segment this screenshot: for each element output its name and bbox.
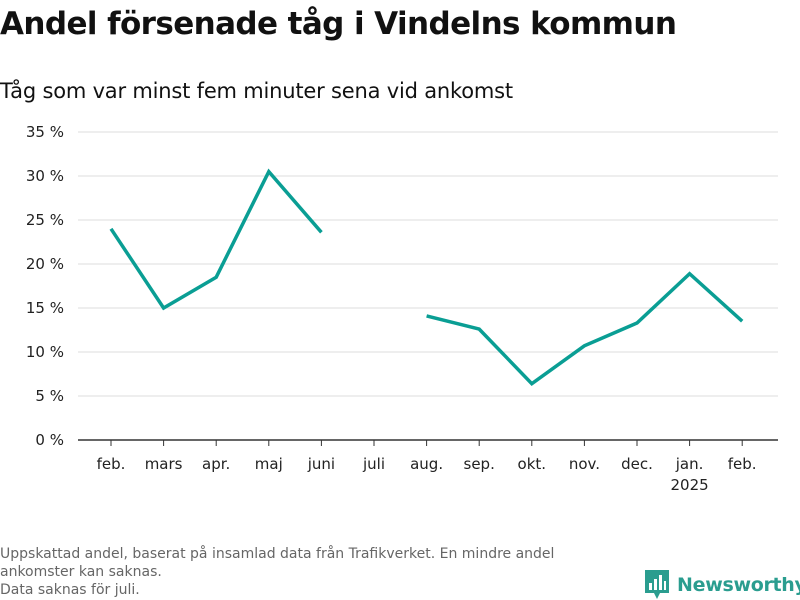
y-tick-label: 5 % — [35, 387, 64, 405]
y-tick-label: 30 % — [26, 167, 64, 185]
x-tick-label: dec. — [621, 455, 653, 473]
y-axis-labels: 0 % 5 % 10 % 15 % 20 % 25 % 30 % 35 % — [26, 123, 64, 449]
chart-subtitle: Tåg som var minst fem minuter sena vid a… — [0, 79, 513, 103]
x-axis — [78, 439, 778, 446]
footnote-line: Uppskattad andel, baserat på insamlad da… — [0, 546, 555, 562]
y-tick-label: 0 % — [35, 431, 64, 449]
x-tick-label: juni — [307, 455, 335, 473]
x-tick-label: mars — [145, 455, 183, 473]
series-layer — [109, 168, 744, 387]
y-tick-label: 35 % — [26, 123, 64, 141]
gridlines — [78, 131, 778, 397]
footnote-line: Data saknas för juli. — [0, 582, 140, 598]
x-tick-label: apr. — [202, 455, 230, 473]
footnote-line: ankomster kan saknas. — [0, 564, 162, 580]
x-axis-labels: feb. mars apr. maj juni juli aug. sep. okt. nov. d… — [97, 455, 757, 494]
x-tick-label: okt. — [518, 455, 547, 473]
x-tick-label: nov. — [569, 455, 600, 473]
x-tick-label: sep. — [464, 455, 495, 473]
x-tick-label: feb. — [728, 455, 757, 473]
x-tick-label: feb. — [97, 455, 126, 473]
line-chart: 0 % 5 % 10 % 15 % 20 % 25 % 30 % 35 % feb. mars a… — [26, 123, 778, 494]
y-tick-label: 15 % — [26, 299, 64, 317]
x-tick-label: juli — [362, 455, 385, 473]
x-tick-label: aug. — [410, 455, 443, 473]
newsworthy-bar-chart-icon — [645, 570, 669, 599]
footnote: Uppskattad andel, baserat på insamlad da… — [0, 545, 630, 599]
series-line-segment — [426, 271, 744, 387]
y-tick-label: 10 % — [26, 343, 64, 361]
series-line-segment — [109, 168, 323, 311]
x-tick-label: maj — [255, 455, 283, 473]
x-tick-sublabel: 2025 — [671, 476, 709, 494]
newsworthy-logo: Newsworthy — [645, 570, 800, 600]
x-tick-label: jan. — [675, 455, 704, 473]
y-tick-label: 25 % — [26, 211, 64, 229]
y-tick-label: 20 % — [26, 255, 64, 273]
logo-text: Newsworthy — [677, 574, 800, 596]
chart-title: Andel försenade tåg i Vindelns kommun — [0, 6, 677, 42]
